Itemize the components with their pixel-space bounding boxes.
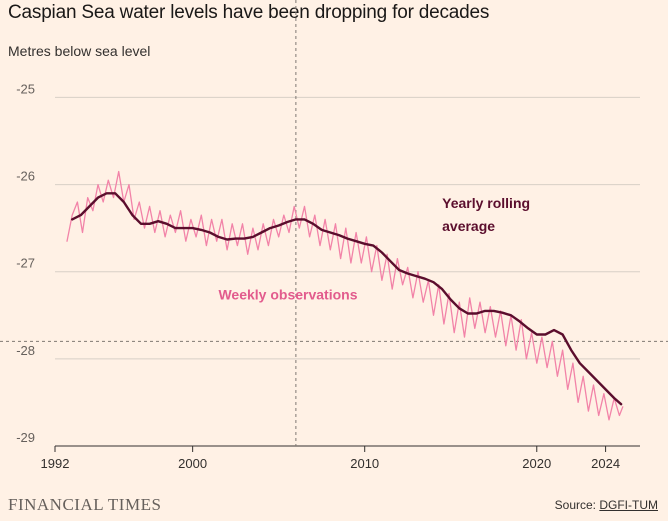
y-tick-label: -29 [16, 430, 35, 445]
y-tick-label: -27 [16, 256, 35, 271]
x-tick-label: 1992 [41, 456, 70, 471]
chart-title: Caspian Sea water levels have been dropp… [8, 2, 490, 23]
y-tick-label: -25 [16, 81, 35, 96]
y-tick-label: -26 [16, 169, 35, 184]
source-note: Source: DGFI-TUM [555, 498, 658, 512]
x-tick-label: 2024 [591, 456, 620, 471]
series-annotation: Yearly rolling [442, 195, 530, 211]
ft-logo: FINANCIAL TIMES [8, 495, 162, 514]
source-link[interactable]: DGFI-TUM [599, 498, 658, 512]
x-tick-label: 2020 [522, 456, 551, 471]
yearly-rolling-average-line [71, 192, 623, 406]
x-tick-label: 2000 [178, 456, 207, 471]
source-prefix: Source: [554, 498, 600, 512]
y-axis-label: Metres below sea level [8, 43, 151, 59]
series-annotation: Weekly observations [218, 287, 357, 303]
weekly-observations-line [66, 170, 624, 421]
series-annotation: average [442, 218, 495, 234]
y-tick-label: -28 [16, 343, 35, 358]
x-tick-label: 2010 [350, 456, 379, 471]
